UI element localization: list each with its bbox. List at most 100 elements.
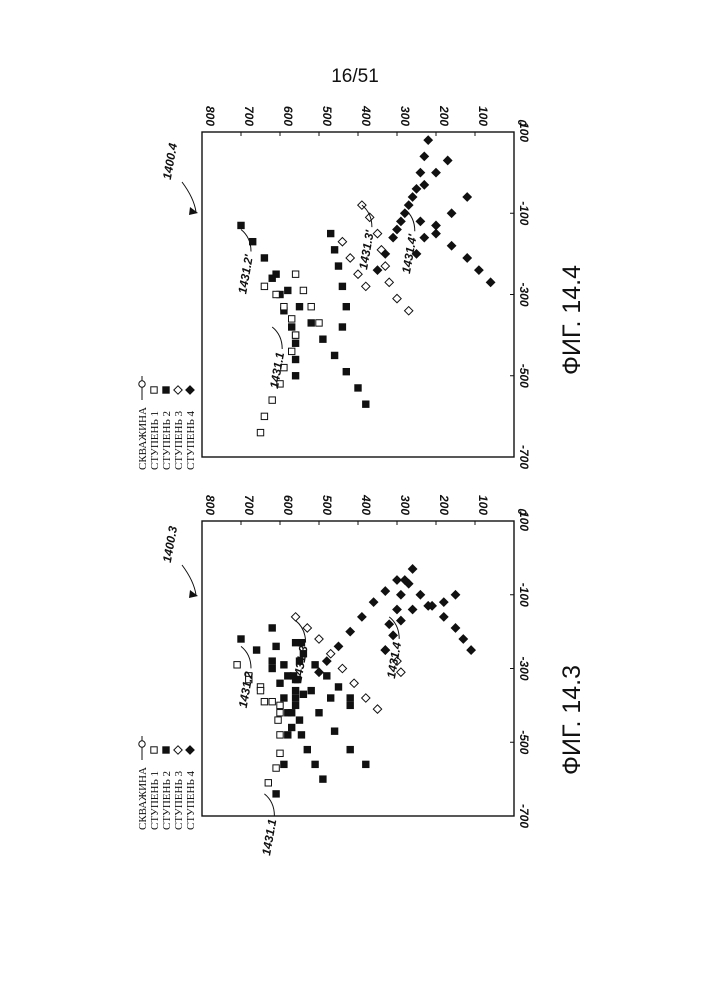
data-point xyxy=(261,698,267,704)
data-point xyxy=(292,695,298,701)
data-point xyxy=(308,687,314,693)
data-point xyxy=(234,662,240,668)
data-point xyxy=(424,136,432,144)
data-point xyxy=(308,303,314,309)
x-tick-label: -300 xyxy=(517,282,531,306)
y-tick-label: 400 xyxy=(359,105,373,126)
data-point xyxy=(265,780,271,786)
data-point xyxy=(277,732,283,738)
reference-arrow xyxy=(182,565,196,595)
y-tick-label: 500 xyxy=(320,495,334,515)
data-point xyxy=(273,765,279,771)
data-point xyxy=(416,217,424,225)
data-point xyxy=(432,221,440,229)
data-point xyxy=(475,266,483,274)
data-point xyxy=(420,181,428,189)
data-point xyxy=(355,385,361,391)
y-tick-label: 400 xyxy=(359,494,373,515)
data-point xyxy=(277,680,283,686)
data-point xyxy=(328,695,334,701)
legend: СКВАЖИНАСТУПЕНЬ 1СТУПЕНЬ 2СТУПЕНЬ 3СТУПЕ… xyxy=(137,736,197,830)
data-point xyxy=(358,613,366,621)
annotation-label: 1431.2 xyxy=(236,670,256,709)
data-point xyxy=(269,658,275,664)
data-point xyxy=(296,303,302,309)
data-point xyxy=(334,642,342,650)
data-point xyxy=(320,776,326,782)
legend-label: СТУПЕНЬ 1 xyxy=(149,771,161,830)
legend-label: СТУПЕНЬ 4 xyxy=(185,770,197,830)
data-point xyxy=(320,336,326,342)
data-point xyxy=(432,229,440,237)
data-point xyxy=(416,591,424,599)
data-point xyxy=(281,761,287,767)
data-point xyxy=(253,647,259,653)
data-point xyxy=(381,262,389,270)
figure-reference: 1400.4 xyxy=(160,142,180,181)
data-point xyxy=(277,750,283,756)
data-point xyxy=(292,687,298,693)
data-point xyxy=(327,650,335,658)
data-point xyxy=(323,657,331,665)
data-point xyxy=(277,702,283,708)
data-point xyxy=(312,761,318,767)
data-point xyxy=(308,320,314,326)
data-point xyxy=(354,270,362,278)
data-point xyxy=(373,705,381,713)
data-point xyxy=(343,368,349,374)
data-point xyxy=(273,791,279,797)
x-tick-label: 100 xyxy=(517,122,531,142)
legend-item: СКВАЖИНА xyxy=(137,736,149,830)
data-point xyxy=(467,646,475,654)
data-point xyxy=(315,635,323,643)
legend-item: СТУПЕНЬ 1 xyxy=(149,387,161,470)
data-point xyxy=(273,643,279,649)
data-point xyxy=(273,291,279,297)
data-point xyxy=(261,255,267,261)
data-point xyxy=(362,694,370,702)
data-point xyxy=(412,185,420,193)
data-point xyxy=(363,401,369,407)
data-point xyxy=(277,710,283,716)
data-point xyxy=(451,624,459,632)
data-point xyxy=(447,209,455,217)
y-tick-label: 500 xyxy=(320,106,334,126)
data-point xyxy=(285,710,291,716)
data-point xyxy=(339,283,345,289)
data-point xyxy=(331,728,337,734)
data-point xyxy=(269,665,275,671)
legend-marker xyxy=(186,746,194,754)
x-tick-label: -500 xyxy=(517,730,531,754)
data-point xyxy=(289,316,295,322)
data-point xyxy=(269,275,275,281)
y-tick-label: 100 xyxy=(476,106,490,126)
data-point xyxy=(296,717,302,723)
data-point xyxy=(335,684,341,690)
annotation-leader xyxy=(241,230,251,252)
data-point xyxy=(269,625,275,631)
data-point xyxy=(393,294,401,302)
data-point xyxy=(347,695,353,701)
data-point xyxy=(385,620,393,628)
data-point xyxy=(408,565,416,573)
legend-item: СТУПЕНЬ 2 xyxy=(161,747,173,830)
annotation-label: 1431.1 xyxy=(267,351,287,390)
data-point xyxy=(389,233,397,241)
legend-marker xyxy=(163,387,169,393)
plot-frame xyxy=(202,521,514,816)
data-point xyxy=(292,271,298,277)
data-point xyxy=(346,254,354,262)
x-tick-label: -300 xyxy=(517,656,531,680)
y-tick-label: 100 xyxy=(476,495,490,515)
x-tick-label: 100 xyxy=(517,511,531,531)
data-point xyxy=(408,193,416,201)
legend-item: СТУПЕНЬ 3 xyxy=(173,746,185,830)
data-point xyxy=(401,209,409,217)
data-point xyxy=(463,193,471,201)
legend-item: СТУПЕНЬ 4 xyxy=(185,386,197,470)
data-point xyxy=(238,222,244,228)
chart-fig-14-3: 0100200300400500600700800-700-500-300-10… xyxy=(137,494,586,857)
figure-caption: ФИГ. 14.4 xyxy=(558,265,586,375)
legend-label: СКВАЖИНА xyxy=(137,407,149,470)
legend-marker xyxy=(174,386,182,394)
